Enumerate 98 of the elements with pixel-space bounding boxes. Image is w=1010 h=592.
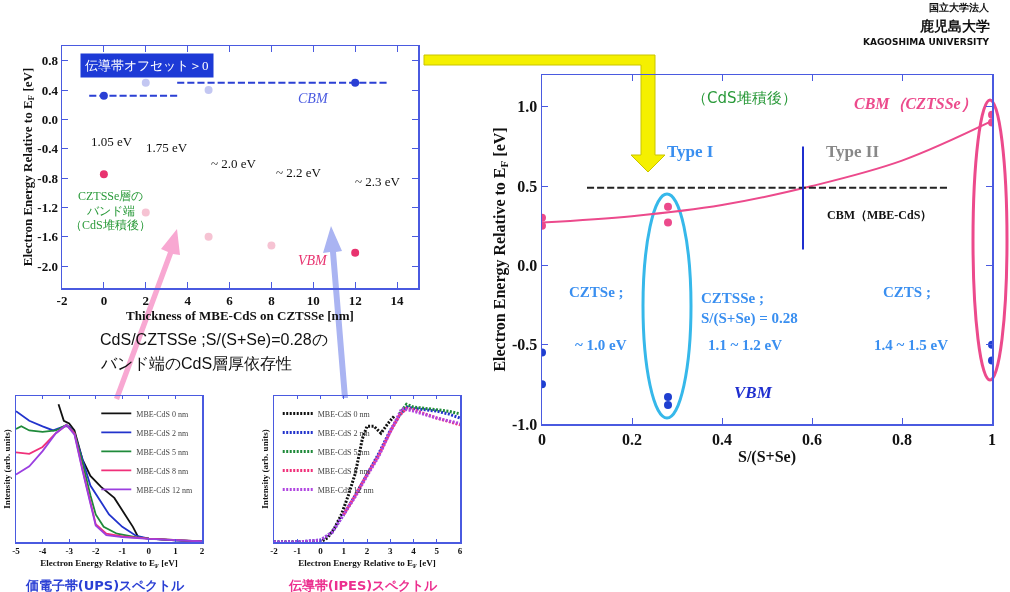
annotation: バンド端 [86,204,135,218]
x-tick-label: 2 [142,293,150,309]
x-tick-label: 0 [538,430,546,448]
y-tick-label: 0.0 [517,256,538,274]
x-tick-label: 0.8 [892,430,912,448]
annotation: CZTSSe ; S/(S+Se) = 0.28 [701,290,798,327]
x-tick-label: 6 [457,546,463,557]
annotation: CZTSSe層の [78,189,144,203]
x-tick-label: -2 [91,546,100,557]
legend-label: MBE-CdS 5 nm [317,447,371,457]
x-tick-label: 2 [364,546,370,557]
x-axis-title: Electron Energy Relative to E$_{F}$ [eV] [40,557,178,569]
text: KAGOSHIMA UNIVERSITY [863,37,990,47]
x-tick-label: 0 [100,293,108,309]
x-tick-label: -3 [65,546,74,557]
text: 伝導帯(IPES)スペクトル [287,578,439,592]
annotation: （CdS堆積後） [692,89,797,107]
text: 価電子帯(UPS)スペクトル [24,578,186,592]
y-tick-label: -1.2 [37,199,58,215]
x-axis-title: S/(S+Se) [737,448,797,467]
annotation: VBM [734,383,773,402]
y-tick-label: -2.0 [37,258,58,274]
y-tick-label: 1.0 [517,98,538,116]
point [141,208,150,217]
x-tick-label: 0 [318,546,324,557]
text: 国立大学法人 [929,2,990,13]
legend-label: MBE-CdS 5 nm [136,447,190,457]
x-tick-label: 12 [348,293,362,309]
x-tick-label: 1 [988,430,996,448]
y-tick-label: 0.5 [517,177,538,195]
x-tick-label: 2 [199,546,205,557]
annotation: （CdS堆積後） [70,218,151,232]
point [99,91,108,100]
annotation: CBM [298,91,329,106]
y-axis-title: Intensity (arb. units) [2,429,13,509]
y-tick-label: -1.6 [37,229,59,245]
annotation: VBM [298,253,329,268]
point [351,248,360,257]
y-axis-title: Intensity (arb. units) [260,429,271,509]
annotation: CZTS ; [883,284,931,300]
x-tick-label: -2 [270,546,279,557]
y-tick-label: 0.8 [41,53,59,69]
x-tick-label: 6 [226,293,234,309]
annotation: 1.1 ~ 1.2 eV [708,337,783,353]
x-tick-label: 14 [390,293,405,309]
x-tick-label: -1 [118,546,127,557]
point [204,232,213,241]
annotation: 1.75 eV [146,140,188,155]
y-tick-label: -0.4 [37,141,59,157]
legend-label: MBE-CdS 0 nm [136,409,190,419]
text: バンド端のCdS層厚依存性 [100,355,293,372]
x-axis-title: Thickness of MBE-CdS on CZTSSe [nm] [126,308,354,324]
annotation: ~ 1.0 eV [575,337,627,353]
x-tick-label: 4 [411,546,417,557]
annotation: CBM（CZTSSe） [854,95,977,113]
point [204,86,213,94]
annotation: ~ 2.3 eV [355,174,401,189]
x-tick-label: -4 [38,546,47,557]
y-tick-label: -1.0 [511,415,538,433]
x-tick-label: 3 [388,546,393,557]
x-tick-label: 1 [173,546,179,557]
x-tick-label: 8 [268,293,276,309]
legend-label: MBE-CdS 8 nm [136,466,190,476]
annotation: CBM（MBE-CdS） [827,208,933,222]
text: 鹿児島大学 [919,18,990,34]
x-tick-label: -5 [12,546,21,557]
annotation: 1.05 eV [91,134,133,149]
x-tick-label: 1 [341,546,347,557]
x-tick-label: 0.6 [802,430,822,448]
y-tick-label: -0.8 [37,170,59,186]
y-tick-label: -0.5 [511,336,538,354]
annotation: Type I [667,142,714,161]
legend-label: MBE-CdS 12 nm [136,485,194,495]
legend-label: MBE-CdS 2 nm [136,428,190,438]
legend-label: MBE-CdS 0 nm [317,409,371,419]
point [141,78,150,87]
annotation: Type II [826,142,880,161]
annotation: ~ 2.2 eV [276,165,322,180]
legend-label: MBE-CdS 2 nm [317,428,371,438]
x-tick-label: 5 [434,546,440,557]
annotation: CZTSe ; [569,284,624,300]
x-tick-label: 4 [184,293,192,309]
y-tick-label: 0.0 [41,111,58,127]
x-axis-title: Electron Energy Relative to E$_{F}$ [eV] [298,557,436,569]
annotation: 伝導帯オフセット＞0 [85,58,209,73]
x-tick-label: 0.2 [622,430,642,448]
x-tick-label: -2 [56,293,68,309]
point [99,170,108,179]
text: CdS/CZTSSe ;S/(S+Se)=0.28の [100,331,328,348]
x-tick-label: 10 [306,293,320,309]
x-tick-label: -1 [293,546,302,557]
point [267,241,276,250]
point [351,78,360,87]
annotation: 1.4 ~ 1.5 eV [874,337,949,353]
y-tick-label: 0.4 [41,82,59,98]
annotation: ~ 2.0 eV [211,156,257,171]
x-tick-label: 0 [146,546,152,557]
x-tick-label: 0.4 [712,430,732,448]
